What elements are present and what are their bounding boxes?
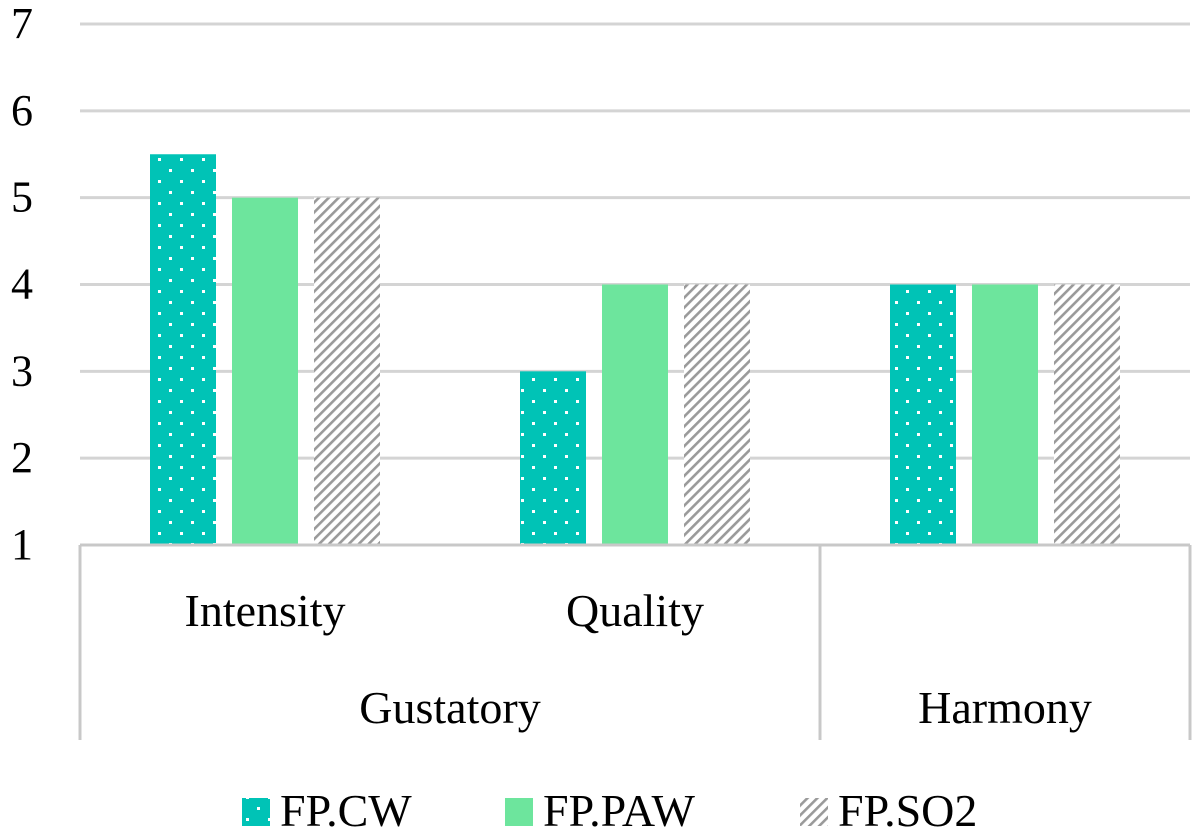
bar-fp-so2: [684, 284, 750, 545]
bar-fp-paw: [602, 284, 668, 545]
legend: FP.CW FP.PAW FP.SO2: [242, 785, 977, 836]
legend-label: FP.SO2: [838, 785, 977, 836]
legend-label: FP.CW: [280, 785, 412, 836]
legend-swatch-fp-cw: [242, 798, 270, 826]
bar-fp-cw: [150, 154, 216, 545]
legend-swatch-fp-so2: [800, 798, 828, 826]
y-tick-label: 4: [11, 260, 33, 309]
legend-swatch-fp-paw: [505, 798, 533, 826]
bar-fp-so2: [1054, 284, 1120, 545]
x-category-label: Intensity: [185, 585, 346, 636]
y-tick-label: 1: [11, 520, 33, 569]
x-axis: [78, 543, 1192, 740]
y-tick-label: 2: [11, 433, 33, 482]
bar-fp-so2: [314, 197, 380, 545]
y-tick-label: 3: [11, 346, 33, 395]
x-category-label: Quality: [566, 585, 704, 636]
x-group-label: Gustatory: [359, 682, 540, 733]
legend-label: FP.PAW: [543, 785, 695, 836]
bar-fp-paw: [972, 284, 1038, 545]
bar-fp-cw: [520, 371, 586, 545]
bar-fp-paw: [232, 197, 298, 545]
y-tick-label: 7: [11, 0, 33, 48]
y-tick-label: 6: [11, 86, 33, 135]
x-axis-categories: Intensity Quality Gustatory Harmony: [185, 585, 1092, 733]
x-group-label: Harmony: [918, 682, 1092, 733]
y-axis-ticks: 1 2 3 4 5 6 7: [11, 0, 33, 569]
bar-fp-cw: [890, 284, 956, 545]
y-tick-label: 5: [11, 173, 33, 222]
bars: [150, 154, 1120, 545]
